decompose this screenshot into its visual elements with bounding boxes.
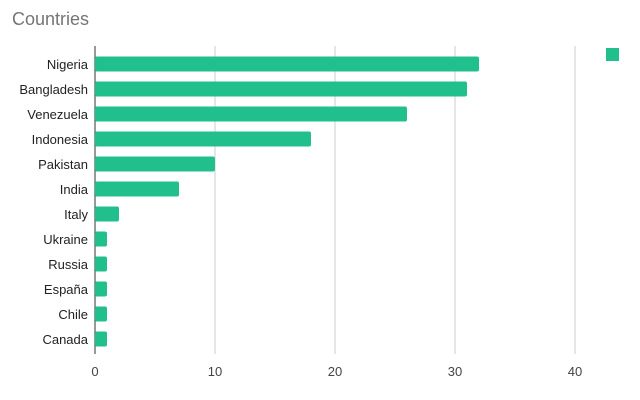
- bar: [95, 206, 119, 222]
- category-label: España: [44, 282, 89, 297]
- category-label: Italy: [64, 207, 88, 222]
- bar: [95, 331, 107, 347]
- bar: [95, 306, 107, 322]
- category-label: Ukraine: [43, 232, 88, 247]
- x-tick-label: 40: [568, 364, 582, 379]
- bar: [95, 81, 467, 97]
- category-label: Nigeria: [47, 57, 89, 72]
- category-label: Bangladesh: [19, 82, 88, 97]
- x-tick-label: 10: [208, 364, 222, 379]
- bar: [95, 181, 179, 197]
- category-label: Venezuela: [27, 107, 88, 122]
- x-tick-label: 30: [448, 364, 462, 379]
- bar: [95, 131, 311, 147]
- bar: [95, 281, 107, 297]
- chart-title: Countries: [12, 9, 90, 29]
- bar: [95, 56, 479, 72]
- legend-swatch: [606, 48, 619, 61]
- x-tick-labels: 0 10 20 30 40: [91, 364, 582, 379]
- bar-series: [95, 56, 479, 347]
- category-label: Chile: [58, 307, 88, 322]
- bar: [95, 256, 107, 272]
- x-tick-label: 0: [91, 364, 98, 379]
- bar: [95, 231, 107, 247]
- category-label: Canada: [42, 332, 88, 347]
- x-tick-label: 20: [328, 364, 342, 379]
- category-label: Russia: [48, 257, 89, 272]
- category-label: Indonesia: [32, 132, 89, 147]
- grid-lines: [94, 46, 576, 354]
- category-labels: Nigeria Bangladesh Venezuela Indonesia Pakis…: [19, 57, 88, 347]
- bar: [95, 156, 215, 172]
- category-label: Pakistan: [38, 157, 88, 172]
- category-label: India: [60, 182, 89, 197]
- bar: [95, 106, 407, 122]
